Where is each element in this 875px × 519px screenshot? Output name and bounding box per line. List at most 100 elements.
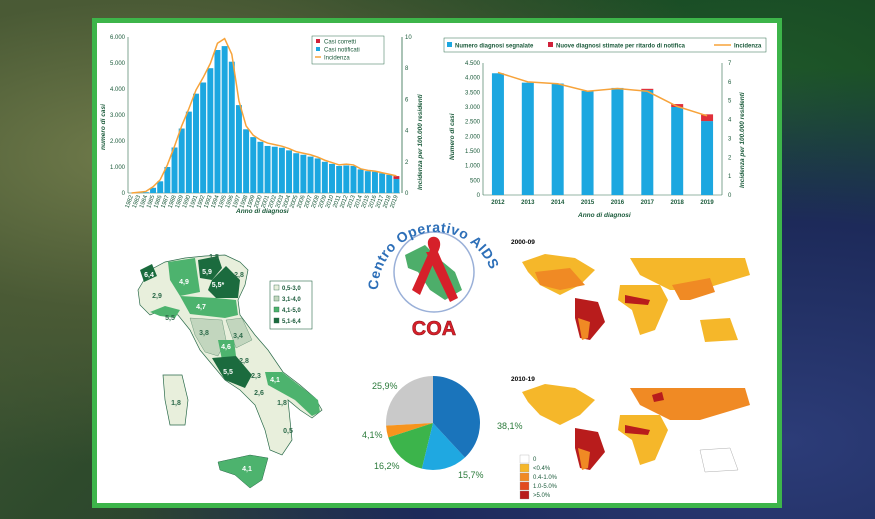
legend-swatch <box>316 47 320 51</box>
world-map-2010-19 <box>522 384 750 473</box>
region-value: 6,4 <box>144 272 154 279</box>
region-sicilia <box>217 454 269 489</box>
x-tick-label: 2000 <box>254 194 264 209</box>
y-tick-label: 5.000 <box>110 61 126 67</box>
x-tick-label: 1992 <box>196 194 206 209</box>
y2-tick-label: 7 <box>728 61 732 67</box>
region-emilia-romagna <box>180 296 238 318</box>
x-tick-label: 1987 <box>161 194 171 209</box>
bar-notified <box>336 165 343 193</box>
x-tick-label: 2019 <box>390 194 400 209</box>
x-tick-label: 2016 <box>611 200 625 206</box>
bar-notified <box>171 147 178 193</box>
x-tick-label: 2014 <box>551 200 565 206</box>
x-tick-label: 2004 <box>282 194 292 209</box>
x-tick-label: 1997 <box>232 194 242 209</box>
chart-new-diagnoses-2012-2019: Numero diagnosi segnalate Nuove diagnosi… <box>443 37 767 219</box>
y-tick-label: 0 <box>122 191 126 197</box>
bar-reported <box>641 89 654 195</box>
x-tick-label: 1986 <box>153 194 163 209</box>
bar-reported <box>551 83 564 195</box>
y-tick-label: 4.500 <box>465 61 481 67</box>
bar-notified <box>329 163 335 193</box>
x-tick-label: 2017 <box>641 200 655 206</box>
bar-reported <box>701 121 714 195</box>
legend-label: Nuove diagnosi stimate per ritardo di no… <box>556 44 686 50</box>
bar-notified <box>321 161 328 193</box>
italy-incidence-map: 1,5 6,4 5,9 2,8 4,9 5,5* 2,9 4,7 5,5 3,8… <box>137 254 323 489</box>
x-tick-label: 2019 <box>700 200 714 206</box>
map-title: 2010-19 <box>511 376 535 383</box>
bar-reported <box>491 73 504 195</box>
bar-notified <box>243 129 250 193</box>
legend-label: Incidenza <box>734 44 762 50</box>
y-tick-label: 0 <box>477 193 481 199</box>
y2-axis-label: Incidenza per 100.000 residenti <box>417 94 424 190</box>
bar-notified <box>228 61 235 194</box>
x-tick-label: 1998 <box>239 194 249 209</box>
y-tick-label: 6.000 <box>110 35 126 41</box>
y2-tick-label: 4 <box>728 118 732 124</box>
bar-notified <box>293 153 300 193</box>
pie-slice <box>386 423 433 438</box>
bar-notified <box>350 165 357 193</box>
region-lazio <box>212 356 252 388</box>
y2-tick-label: 2 <box>405 160 409 166</box>
region-value: 1,5 <box>209 254 219 261</box>
x-tick-label: 1993 <box>203 194 213 209</box>
y-axis-label: numero di casi <box>100 104 107 150</box>
bar-notified <box>364 171 371 193</box>
bar-notified <box>286 150 293 193</box>
x-tick-label: 2013 <box>521 200 535 206</box>
pie-label: 25,9% <box>372 381 398 391</box>
region-veneto <box>208 266 240 298</box>
x-tick-label: 2012 <box>339 194 349 209</box>
legend: Casi corretti Casi notificati Incidenza <box>311 35 385 65</box>
bar-corrected <box>393 176 400 179</box>
bar-notified <box>300 154 307 193</box>
x-tick-label: 2018 <box>671 200 685 206</box>
y-tick-label: 2.000 <box>110 139 126 145</box>
region-value: 1,8 <box>277 400 287 407</box>
bar-notified <box>278 147 285 193</box>
world-map-2000-09 <box>522 254 750 342</box>
x-tick-label: 2017 <box>375 194 385 209</box>
y-tick-label: 4.000 <box>110 87 126 93</box>
legend-swatch <box>519 472 530 482</box>
bar-notified <box>386 174 393 193</box>
region-value: 4,6 <box>221 344 231 351</box>
legend-label: 0,5-3,0 <box>282 286 301 292</box>
y2-tick-label: 8 <box>405 66 409 72</box>
incidence-line <box>497 71 708 117</box>
bar-reported <box>521 82 534 195</box>
bar-notified <box>343 165 350 193</box>
region-value: 5,5 <box>165 315 175 322</box>
map-legend: 0,5-3,0 3,1-4,0 4,1-5,0 5,1-6,4 <box>269 280 313 330</box>
pie-slice <box>388 423 433 469</box>
bar-notified <box>221 46 228 193</box>
x-tick-label: 2012 <box>491 200 505 206</box>
y-tick-label: 500 <box>470 178 481 184</box>
region-value: 2,8 <box>234 272 244 279</box>
x-tick-label: 2006 <box>297 194 307 209</box>
pie-label: 16,2% <box>374 461 400 471</box>
legend-label: 0.4-1.0% <box>533 475 558 481</box>
x-tick-label: 1994 <box>211 194 221 209</box>
x-tick-label: 1984 <box>139 194 149 209</box>
legend-label: Incidenza <box>324 56 350 62</box>
y-tick-label: 3.000 <box>465 105 481 111</box>
map-title: 2000-09 <box>511 239 535 246</box>
y-tick-label: 3.500 <box>465 90 481 96</box>
legend-label: Casi corretti <box>324 40 356 46</box>
region-value: 5,5* <box>212 282 225 289</box>
y-tick-label: 4.000 <box>465 76 481 82</box>
bar-estimated <box>701 114 714 122</box>
x-tick-label: 1988 <box>168 194 178 209</box>
region-value: 2,8 <box>239 358 249 365</box>
legend-label: 1.0-5.0% <box>533 484 558 490</box>
y-tick-label: 1.000 <box>110 165 126 171</box>
bar-estimated <box>641 88 654 90</box>
region-value: 4,1 <box>242 466 252 473</box>
bar-notified <box>193 93 199 193</box>
legend-label: Numero diagnosi segnalate <box>455 44 534 50</box>
